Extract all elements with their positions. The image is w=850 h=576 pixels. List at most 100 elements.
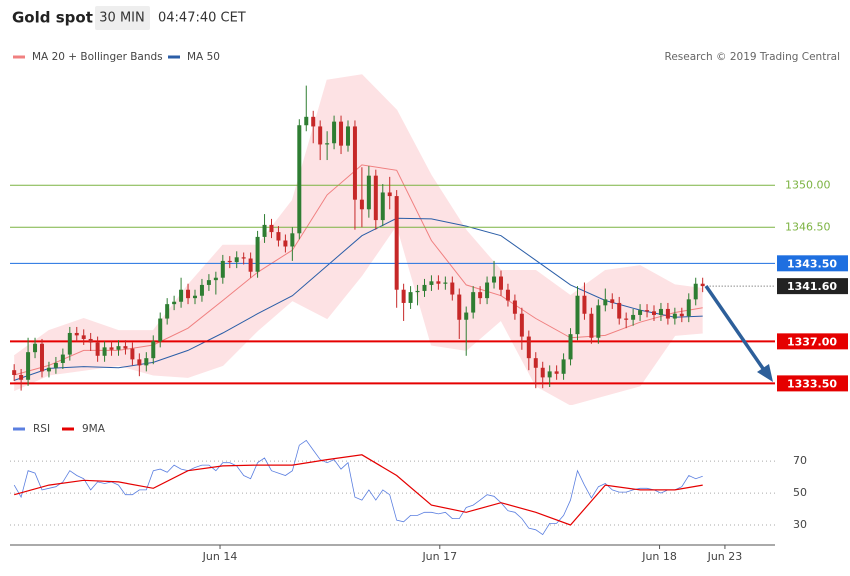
candle-body	[241, 257, 246, 259]
candle-body	[429, 281, 434, 285]
candle-body	[582, 295, 587, 314]
candle-body	[617, 302, 622, 319]
candle-body	[234, 257, 239, 263]
candle-body	[380, 192, 385, 221]
interval-box[interactable]	[95, 6, 150, 30]
y-tick-label: 50	[793, 486, 807, 499]
candle-body	[610, 299, 615, 303]
candle-body	[415, 290, 420, 293]
candle-body	[443, 282, 448, 284]
candle-body	[366, 175, 371, 210]
ma50-line	[14, 217, 703, 381]
rsi-ma-line	[14, 454, 703, 526]
candles	[12, 85, 705, 391]
candle-body	[151, 341, 156, 359]
candle-body	[192, 295, 197, 299]
candle-body	[658, 308, 663, 315]
candle-body	[95, 342, 100, 356]
credit: Research © 2019 Trading Central	[665, 51, 841, 63]
candle-body	[693, 283, 698, 300]
candle-body	[394, 196, 399, 290]
candle-body	[109, 347, 114, 350]
candle-body	[262, 224, 267, 237]
interval[interactable]: 30 MIN	[99, 11, 144, 26]
x-tick-label: Jun 23	[707, 550, 743, 563]
candle-body	[102, 347, 107, 356]
candle-body	[144, 358, 149, 366]
candle-body	[248, 258, 253, 272]
candle-body	[387, 192, 392, 197]
level-label-box	[777, 375, 848, 392]
candle-body	[46, 367, 51, 372]
candle-body	[19, 374, 24, 380]
candle-body	[492, 276, 497, 283]
candle-body	[345, 126, 350, 146]
candle-body	[575, 295, 580, 335]
candle-body	[408, 292, 413, 303]
candle-body	[269, 224, 274, 233]
candle-body	[589, 313, 594, 338]
candle-body	[651, 311, 656, 315]
level-label: 1343.50	[787, 257, 837, 270]
candle-body	[130, 348, 135, 360]
overlays	[13, 74, 703, 405]
candle-body	[624, 318, 629, 320]
candle-body	[401, 289, 406, 303]
level-label: 1333.50	[787, 377, 837, 390]
candle-body	[436, 281, 441, 284]
candle-body	[318, 126, 323, 145]
candle-body	[304, 116, 309, 126]
candle-body	[631, 314, 636, 320]
candle-body	[568, 334, 573, 360]
candle-body	[123, 346, 128, 349]
candle-body	[206, 280, 211, 285]
level-label: 1337.00	[787, 335, 837, 348]
band-upper	[13, 74, 703, 357]
candle-body	[373, 175, 378, 221]
candle-body	[679, 313, 684, 317]
x-tick-label: Jun 18	[641, 550, 677, 563]
candle-body	[53, 362, 58, 368]
candle-body	[81, 335, 86, 339]
rsi-lines	[13, 439, 703, 536]
x-tick-label: Jun 17	[421, 550, 457, 563]
candle-body	[74, 332, 79, 336]
clock: 04:47:40 CET	[158, 11, 246, 26]
candle-body	[33, 343, 38, 353]
candle-body	[339, 121, 344, 146]
chart-title: Gold spot	[12, 9, 93, 27]
candle-body	[352, 126, 357, 200]
candle-body	[255, 236, 260, 272]
legend-label: MA 20 + Bollinger Bands	[32, 51, 163, 63]
last-price-label: 1341.60	[787, 280, 837, 293]
candle-body	[297, 125, 302, 234]
level-label: 1350.00	[785, 178, 831, 191]
legend-label: RSI	[33, 423, 50, 435]
candle-body	[450, 282, 455, 295]
candle-body	[60, 354, 65, 363]
legend-label: MA 50	[187, 51, 220, 63]
candle-body	[471, 292, 476, 313]
candle-body	[12, 370, 17, 375]
bollinger-band	[14, 74, 703, 405]
candle-body	[186, 289, 191, 299]
candle-body	[276, 232, 281, 241]
candle-body	[213, 277, 218, 281]
candle-body	[596, 305, 601, 338]
candle-body	[116, 346, 121, 350]
x-tick-label: Jun 14	[202, 550, 238, 563]
candle-body	[179, 289, 184, 302]
candle-body	[638, 310, 643, 315]
candle-body	[645, 310, 650, 312]
candle-body	[603, 299, 608, 306]
candle-body	[199, 284, 204, 296]
ma20-line	[14, 164, 703, 376]
candle-body	[220, 260, 225, 278]
candle-body	[88, 338, 93, 343]
candle-body	[505, 289, 510, 301]
y-tick-label: 30	[793, 518, 807, 531]
band-lower	[13, 223, 703, 405]
candle-body	[540, 367, 545, 378]
candle-body	[526, 336, 531, 359]
